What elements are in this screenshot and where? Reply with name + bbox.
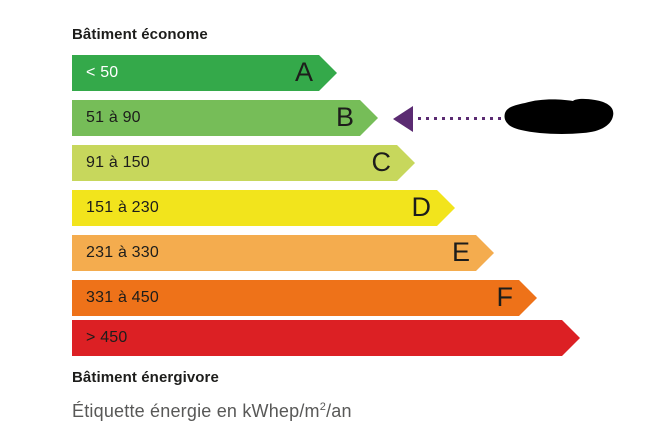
bar-class-letter: F <box>496 282 514 312</box>
bar-range-label: > 450 <box>86 329 128 346</box>
bar-range-label: < 50 <box>86 64 119 81</box>
bar-shape <box>72 320 580 356</box>
bar-shape <box>72 145 415 181</box>
bar-range-label: 331 à 450 <box>86 289 159 306</box>
caption-energy-unit-suffix: /an <box>326 401 352 421</box>
bar-range-label: 231 à 330 <box>86 244 159 261</box>
caption-energy-guzzling-building: Bâtiment énergivore <box>72 369 219 386</box>
current-class-marker-dotted-line <box>418 117 510 120</box>
energy-class-bar-c: 91 à 150 C <box>72 145 415 181</box>
bar-class-letter: C <box>371 147 392 177</box>
energy-class-bar-b: 51 à 90 B <box>72 100 378 136</box>
redacted-value-blob <box>504 98 614 134</box>
energy-class-bar-f: 331 à 450 F <box>72 280 537 316</box>
caption-efficient-building: Bâtiment économe <box>72 26 208 43</box>
caption-energy-unit-prefix: Étiquette énergie en kWhep/m <box>72 401 320 421</box>
bar-shape <box>72 280 537 316</box>
bar-shape <box>72 235 494 271</box>
bar-shape <box>72 190 455 226</box>
energy-class-bar-a: < 50 A <box>72 55 337 91</box>
energy-class-bar-g: > 450 <box>72 320 580 356</box>
bar-shape <box>72 100 378 136</box>
caption-energy-unit-exponent: 2 <box>319 401 327 413</box>
caption-energy-unit: Étiquette énergie en kWhep/m2/an <box>72 401 352 422</box>
energy-class-bar-d: 151 à 230 D <box>72 190 455 226</box>
bar-range-label: 91 à 150 <box>86 154 150 171</box>
bar-class-letter: E <box>451 237 470 267</box>
energy-class-bar-e: 231 à 330 E <box>72 235 494 271</box>
bar-range-label: 51 à 90 <box>86 109 141 126</box>
bar-class-letter: D <box>411 192 432 222</box>
bar-class-letter: A <box>294 57 313 87</box>
bar-class-letter: B <box>335 102 354 132</box>
bar-shape <box>72 55 337 91</box>
current-class-marker-arrow <box>393 106 413 132</box>
bar-range-label: 151 à 230 <box>86 199 159 216</box>
